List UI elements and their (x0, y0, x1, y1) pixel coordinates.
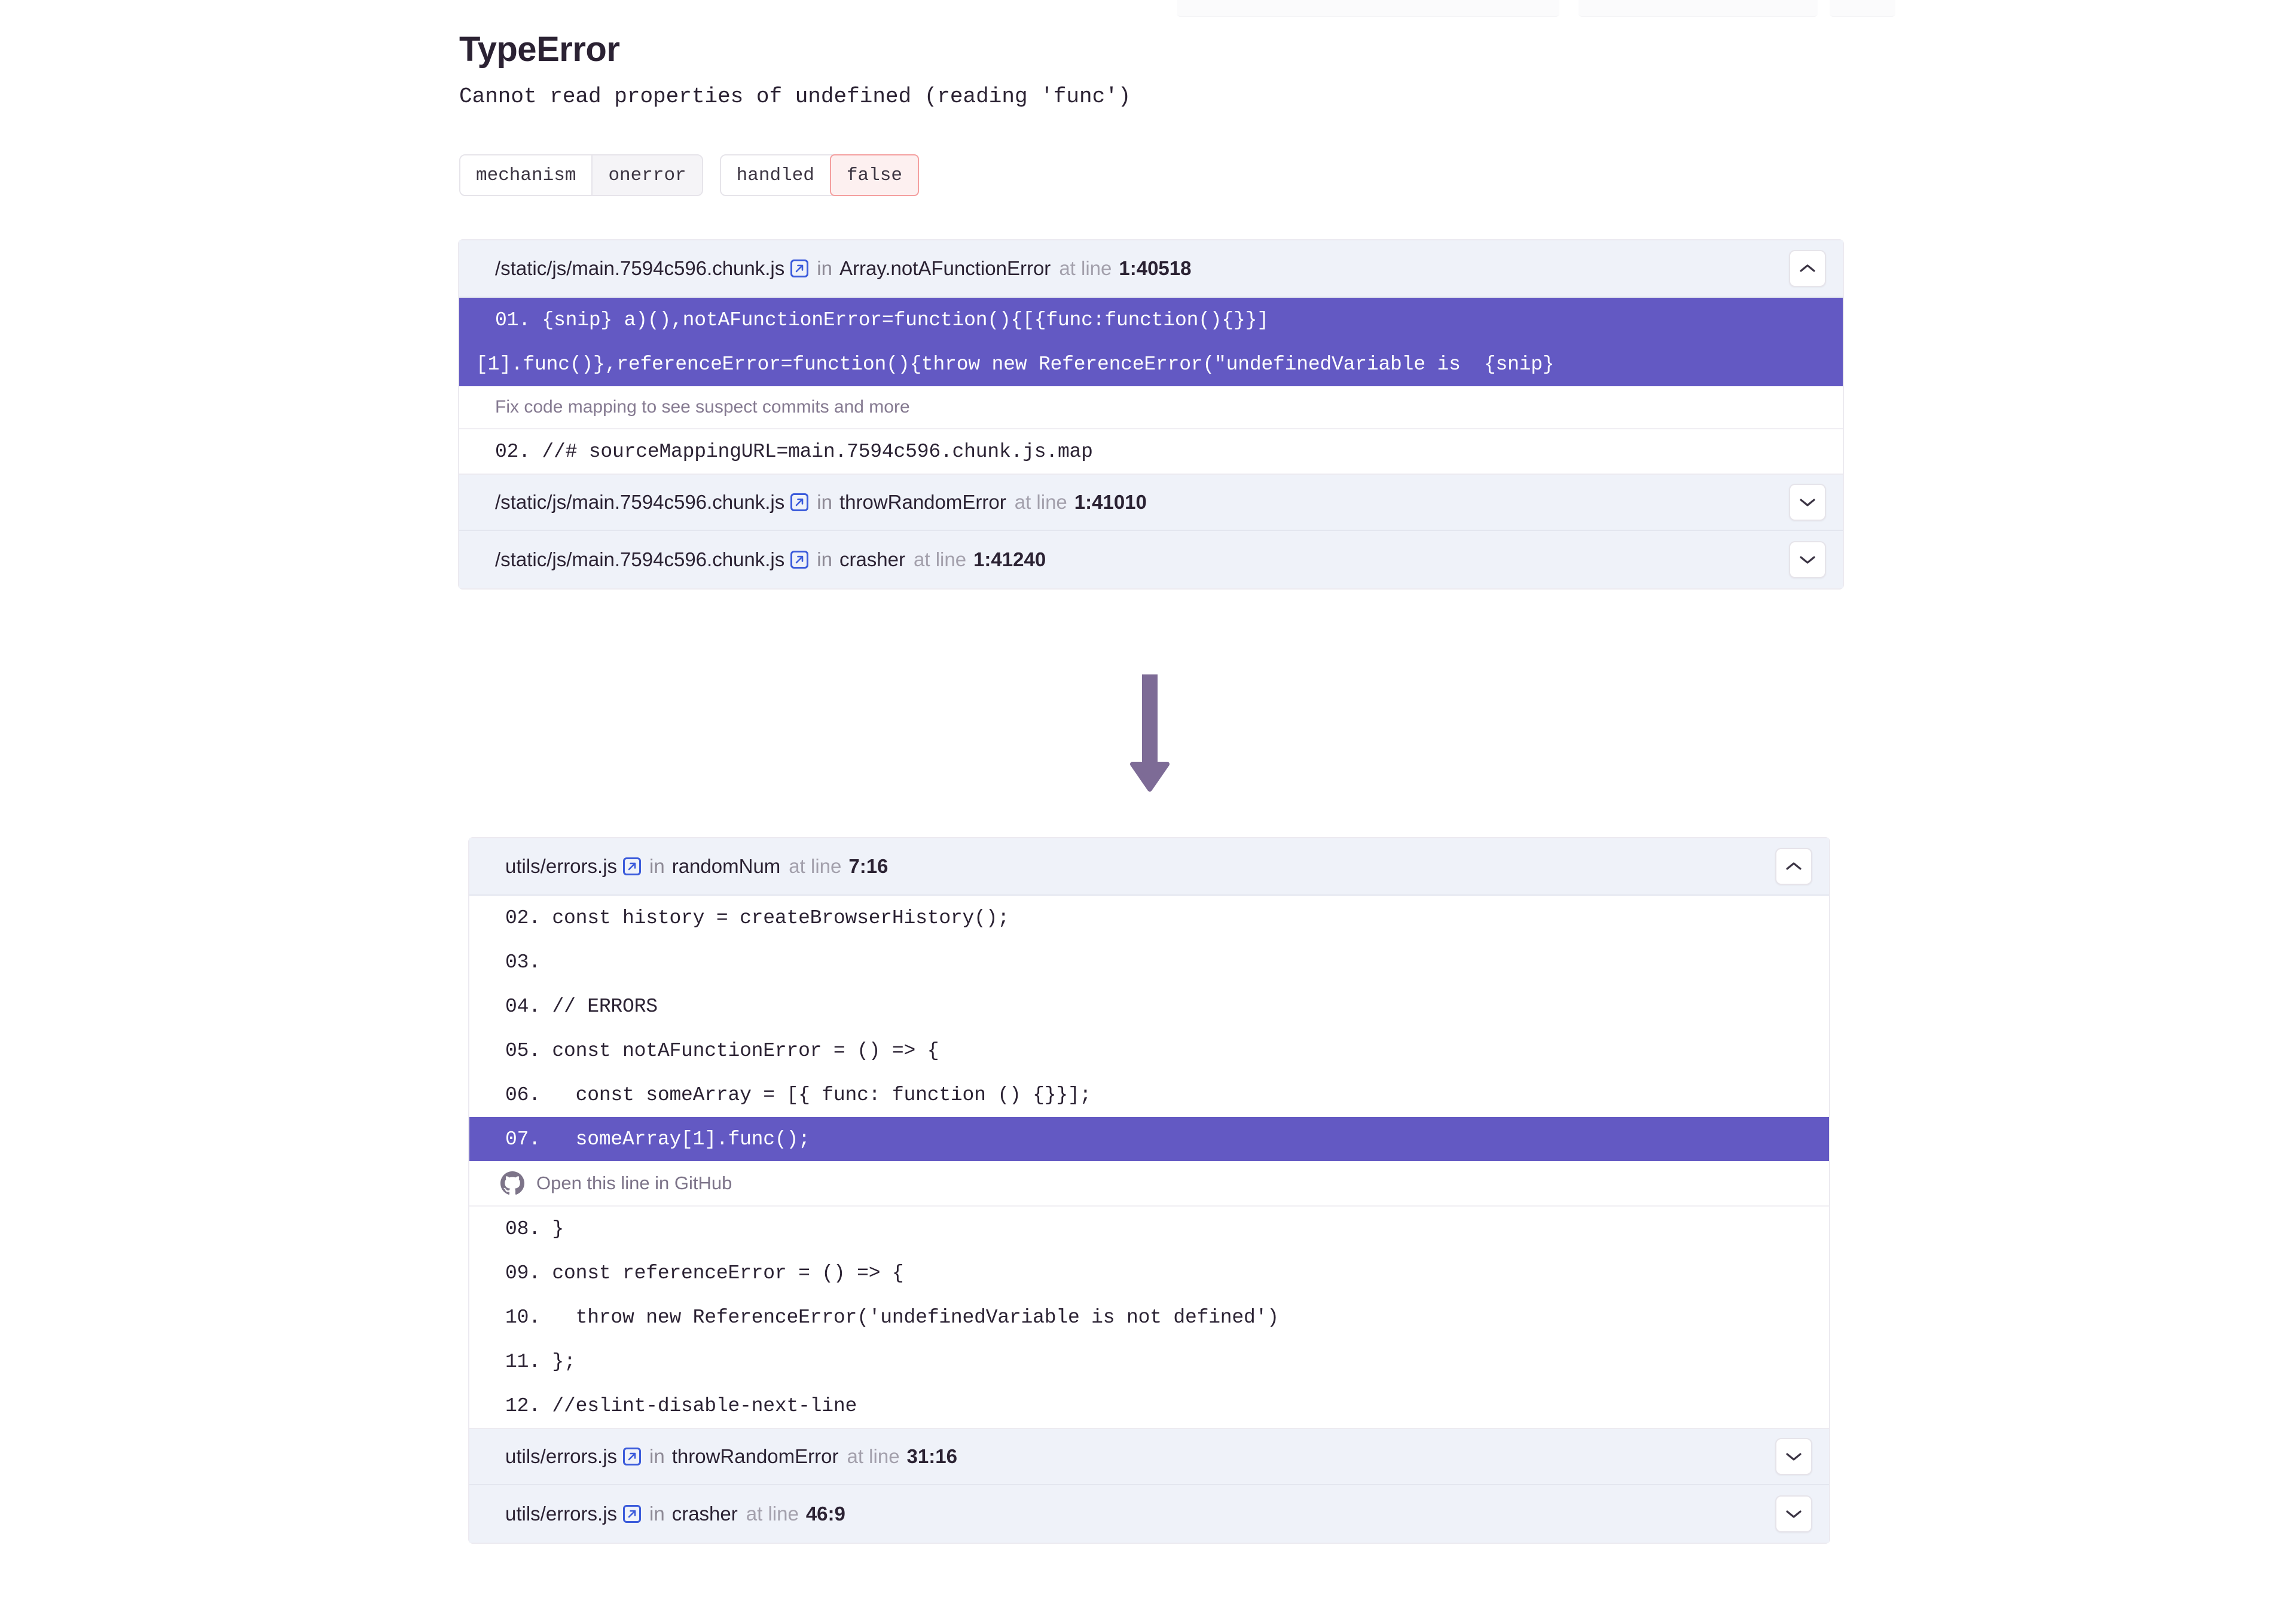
stackframe-atline-label: at line (789, 855, 842, 877)
expand-frame-button[interactable] (1789, 541, 1826, 578)
stackframe-function: crasher (839, 548, 905, 570)
stackframe-filename: utils/errors.js (505, 1445, 618, 1467)
code-line: 08. } (505, 1217, 564, 1240)
stackframe-function: Array.notAFunctionError (839, 257, 1051, 279)
stackframe-function: throwRandomError (671, 1445, 839, 1467)
stackframe-location: utils/errors.js in crasher at line 46:9 (505, 1503, 1775, 1525)
external-link-icon[interactable] (623, 1505, 642, 1523)
expand-frame-button[interactable] (1775, 1438, 1812, 1475)
error-type-title: TypeError (459, 30, 620, 69)
code-line: 02. const history = createBrowserHistory… (505, 906, 1009, 929)
minified-code-block: 01. {snip} a)(),notAFunctionError=functi… (459, 298, 1843, 474)
stackframe-location: utils/errors.js in throwRandomError at l… (505, 1445, 1775, 1468)
tag-key: mechanism (460, 155, 592, 195)
stackframe-atline-label: at line (746, 1503, 799, 1525)
tag-handled[interactable]: handled false (719, 154, 919, 196)
stackframe-in-label: in (649, 855, 665, 877)
stackframe-filename: utils/errors.js (505, 1503, 618, 1525)
code-line: 06. const someArray = [{ func: function … (505, 1083, 1092, 1106)
stackframe-lineno: 1:41010 (1074, 491, 1147, 513)
stackframe-location: /static/js/main.7594c596.chunk.js in Arr… (495, 257, 1789, 280)
stackframe-header[interactable]: /static/js/main.7594c596.chunk.js in cra… (459, 531, 1843, 588)
github-icon (500, 1171, 524, 1195)
stackframe-header[interactable]: utils/errors.js in throwRandomError at l… (469, 1428, 1829, 1485)
code-line: 11. }; (505, 1350, 576, 1373)
down-arrow-icon (1130, 672, 1170, 821)
minified-stacktrace: /static/js/main.7594c596.chunk.js in Arr… (458, 239, 1844, 590)
stackframe-function: crasher (671, 1503, 738, 1525)
collapse-frame-button[interactable] (1789, 250, 1826, 287)
error-tags: mechanism onerror handled false (459, 154, 919, 196)
expand-frame-button[interactable] (1789, 484, 1826, 521)
fix-code-mapping-note[interactable]: Fix code mapping to see suspect commits … (459, 386, 1843, 429)
top-chrome-ghost-3 (1830, 0, 1895, 17)
stackframe-atline-label: at line (914, 548, 967, 570)
external-link-icon[interactable] (790, 551, 809, 569)
code-line: 01. {snip} a)(),notAFunctionError=functi… (495, 309, 1269, 331)
stackframe-in-label: in (649, 1445, 665, 1467)
stackframe-in-label: in (649, 1503, 665, 1525)
code-line-highlighted: 07. someArray[1].func(); (469, 1117, 1829, 1161)
stackframe-filename: utils/errors.js (505, 855, 618, 877)
tag-mechanism[interactable]: mechanism onerror (459, 154, 703, 196)
stackframe-location: /static/js/main.7594c596.chunk.js in thr… (495, 491, 1789, 514)
stackframe-lineno: 46:9 (805, 1503, 845, 1525)
stackframe-lineno: 1:41240 (973, 548, 1046, 570)
external-link-icon[interactable] (623, 857, 642, 875)
stackframe-lineno: 7:16 (848, 855, 889, 877)
tag-key: handled (720, 155, 830, 195)
stackframe-header[interactable]: utils/errors.js in crasher at line 46:9 (469, 1485, 1829, 1543)
code-line: 12. //eslint-disable-next-line (505, 1394, 857, 1417)
stackframe-lineno: 1:40518 (1119, 257, 1192, 279)
source-code-block: 02. const history = createBrowserHistory… (469, 896, 1829, 1428)
stackframe-atline-label: at line (1059, 257, 1112, 279)
stackframe-location: utils/errors.js in randomNum at line 7:1… (505, 855, 1775, 878)
external-link-icon[interactable] (790, 493, 809, 511)
external-link-icon[interactable] (790, 259, 809, 277)
stackframe-header[interactable]: /static/js/main.7594c596.chunk.js in Arr… (459, 240, 1843, 298)
github-link-label: Open this line in GitHub (536, 1173, 732, 1193)
external-link-icon[interactable] (623, 1448, 642, 1465)
stackframe-atline-label: at line (1014, 491, 1067, 513)
stackframe-function: randomNum (671, 855, 781, 877)
stackframe-in-label: in (817, 257, 832, 279)
error-header: TypeError Cannot read properties of unde… (459, 30, 1894, 109)
sourcemapped-stacktrace: utils/errors.js in randomNum at line 7:1… (468, 837, 1830, 1544)
collapse-frame-button[interactable] (1775, 848, 1812, 885)
code-line: 03. (505, 951, 541, 973)
code-line: 10. throw new ReferenceError('undefinedV… (505, 1306, 1279, 1329)
tag-value: false (829, 154, 919, 196)
code-line: 02. //# sourceMappingURL=main.7594c596.c… (495, 440, 1093, 463)
code-line-wrapped: [1].func()},referenceError=function(){th… (476, 353, 1555, 375)
error-message: Cannot read properties of undefined (rea… (459, 84, 1131, 109)
stackframe-in-label: in (817, 491, 832, 513)
stackframe-filename: /static/js/main.7594c596.chunk.js (495, 257, 785, 279)
top-chrome-ghost-1 (1177, 0, 1559, 17)
expand-frame-button[interactable] (1775, 1495, 1812, 1532)
code-line: 09. const referenceError = () => { (505, 1262, 904, 1284)
stackframe-lineno: 31:16 (906, 1445, 957, 1467)
stackframe-function: throwRandomError (839, 491, 1006, 513)
stackframe-location: /static/js/main.7594c596.chunk.js in cra… (495, 548, 1789, 571)
stackframe-header[interactable]: utils/errors.js in randomNum at line 7:1… (469, 838, 1829, 896)
stackframe-atline-label: at line (847, 1445, 900, 1467)
open-line-in-github-link[interactable]: Open this line in GitHub (469, 1161, 1829, 1207)
stackframe-in-label: in (817, 548, 832, 570)
code-line: 04. // ERRORS (505, 995, 658, 1018)
code-line: 05. const notAFunctionError = () => { (505, 1039, 939, 1062)
top-chrome-ghost-2 (1578, 0, 1818, 17)
highlighted-code-group: 01. {snip} a)(),notAFunctionError=functi… (459, 298, 1843, 386)
tag-value: onerror (591, 155, 702, 195)
stackframe-header[interactable]: /static/js/main.7594c596.chunk.js in thr… (459, 474, 1843, 531)
stackframe-filename: /static/js/main.7594c596.chunk.js (495, 491, 785, 513)
stackframe-filename: /static/js/main.7594c596.chunk.js (495, 548, 785, 570)
